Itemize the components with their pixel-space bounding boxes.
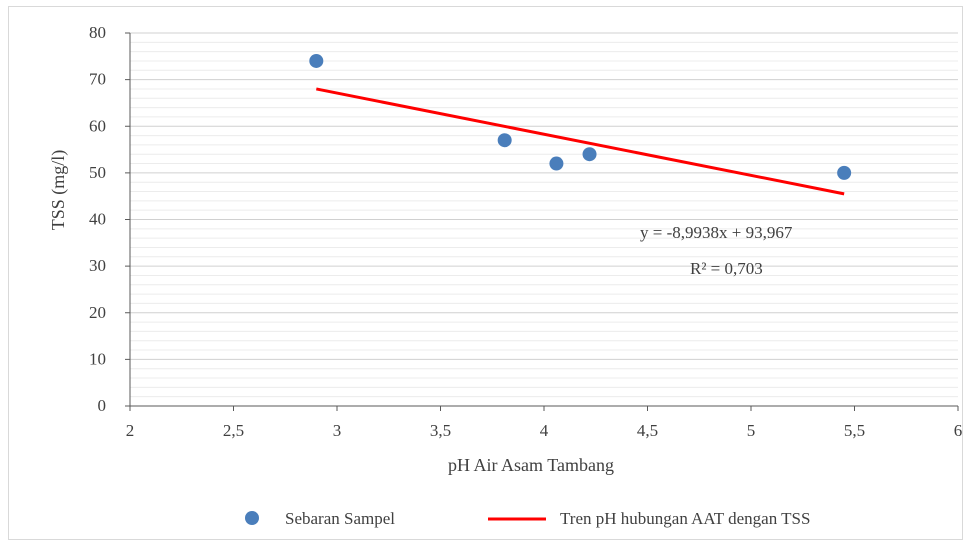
data-point bbox=[837, 165, 852, 180]
legend: Sebaran Sampel Tren pH hubungan AAT deng… bbox=[245, 509, 810, 528]
data-points bbox=[309, 53, 852, 180]
legend-label-trend: Tren pH hubungan AAT dengan TSS bbox=[560, 509, 810, 528]
r-squared-label: R² = 0,703 bbox=[690, 259, 763, 278]
trend-equation: y = -8,9938x + 93,967 bbox=[640, 223, 793, 242]
x-tick-label: 4 bbox=[540, 421, 549, 440]
x-tick-label: 2 bbox=[126, 421, 135, 440]
x-tick-labels: 2 2,5 3 3,5 4 4,5 5 5,5 6 bbox=[126, 421, 963, 440]
legend-label-points: Sebaran Sampel bbox=[285, 509, 395, 528]
y-tick-label: 80 bbox=[89, 23, 106, 42]
x-axis-label: pH Air Asam Tambang bbox=[448, 455, 614, 475]
y-tick-label: 10 bbox=[89, 349, 106, 368]
y-tick-label: 70 bbox=[89, 70, 106, 89]
y-tick-label: 30 bbox=[89, 256, 106, 275]
y-tick-label: 0 bbox=[98, 396, 107, 415]
y-tick-label: 20 bbox=[89, 303, 106, 322]
x-tick-label: 5 bbox=[747, 421, 756, 440]
gridlines bbox=[130, 32, 958, 398]
data-point bbox=[497, 133, 512, 148]
chart-frame bbox=[8, 6, 963, 540]
y-tick-label: 50 bbox=[89, 163, 106, 182]
data-point bbox=[309, 53, 324, 68]
x-tick-label: 2,5 bbox=[223, 421, 244, 440]
x-tick-label: 3,5 bbox=[430, 421, 451, 440]
data-point bbox=[549, 156, 564, 171]
y-tick-labels: 0 10 20 30 40 50 60 70 80 bbox=[89, 23, 106, 415]
x-tick-label: 5,5 bbox=[844, 421, 865, 440]
y-tick-label: 40 bbox=[89, 210, 106, 229]
y-tick-label: 60 bbox=[89, 116, 106, 135]
trendline bbox=[316, 87, 845, 196]
y-axis-label: TSS (mg/l) bbox=[48, 150, 69, 231]
axes bbox=[125, 32, 959, 411]
legend-point-marker bbox=[245, 511, 259, 525]
x-tick-label: 3 bbox=[333, 421, 342, 440]
trend-line bbox=[316, 87, 845, 196]
x-tick-label: 4,5 bbox=[637, 421, 658, 440]
x-tick-label: 6 bbox=[954, 421, 963, 440]
data-point bbox=[582, 147, 597, 162]
